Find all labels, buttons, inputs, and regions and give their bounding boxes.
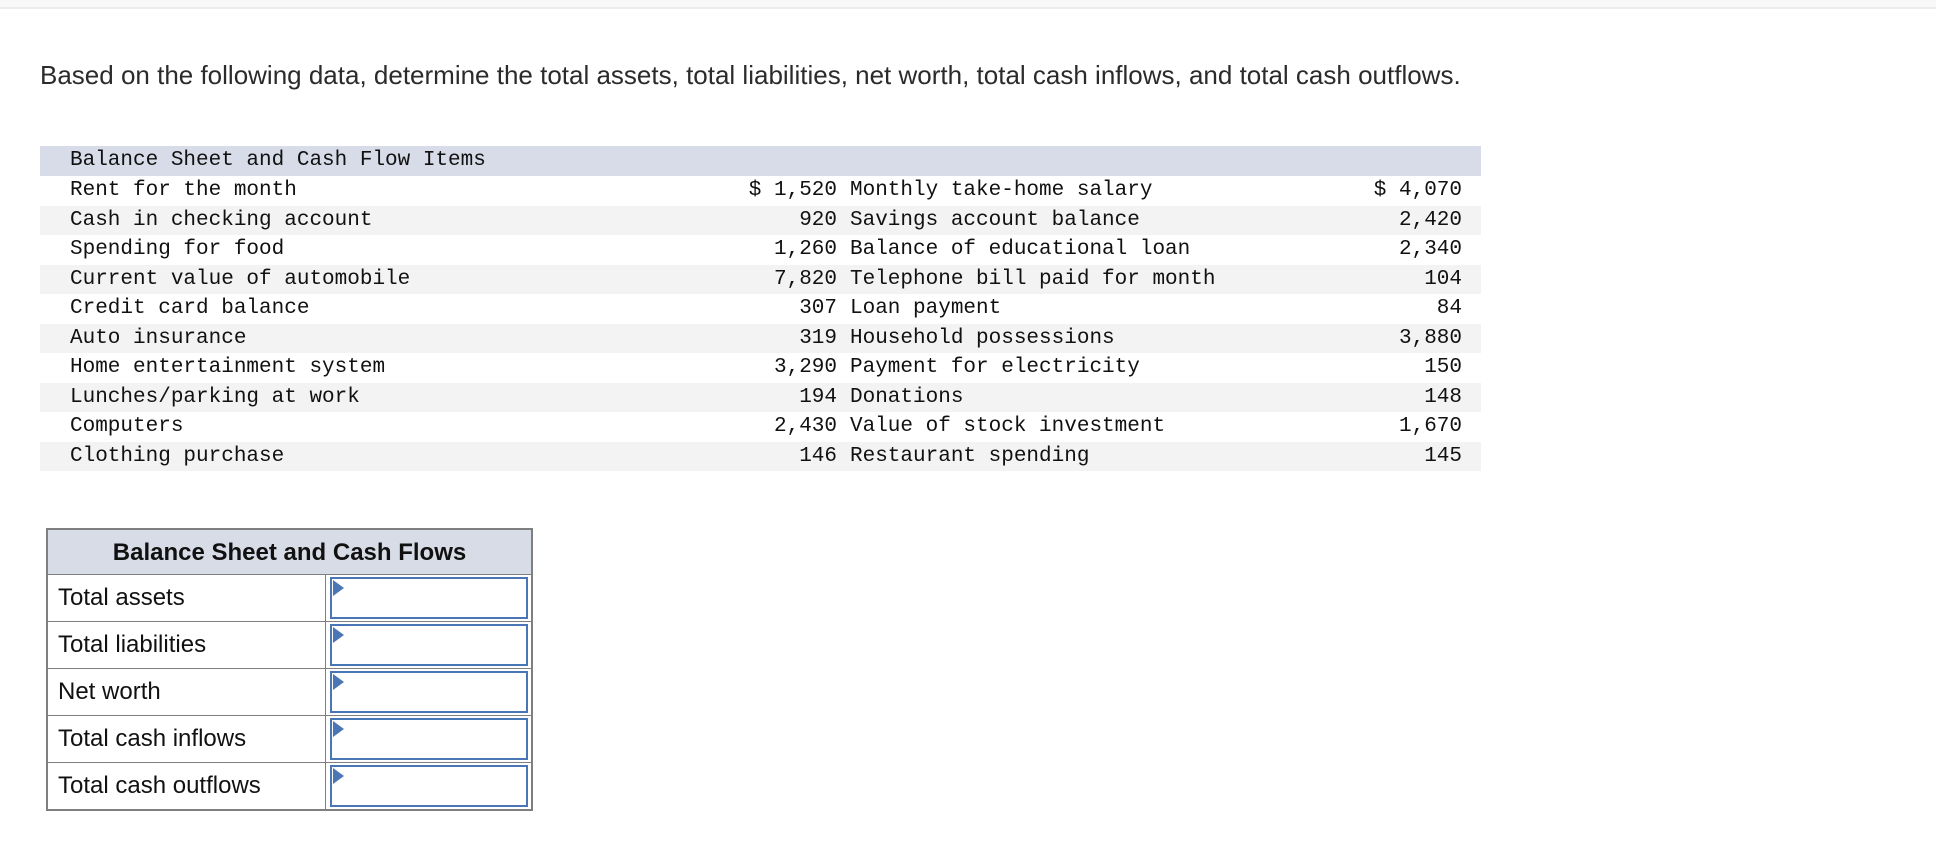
item-value: 7,820: [773, 267, 837, 291]
answer-row-label: Total cash inflows: [48, 716, 326, 762]
table-row: Total assets: [48, 575, 531, 622]
item-label: Donations: [850, 385, 964, 409]
table-row: Cash in checking account 920 Savings accou…: [40, 205, 1481, 235]
balance-sheet-data-table: Balance Sheet and Cash Flow Items Rent f…: [40, 146, 1481, 471]
item-label: Auto insurance: [70, 326, 247, 350]
answer-row-label: Total liabilities: [48, 622, 326, 668]
item-label: Restaurant spending: [850, 444, 1090, 468]
item-label: Payment for electricity: [850, 356, 1140, 379]
item-label: Clothing purchase: [70, 444, 285, 468]
item-value: 2,430: [773, 415, 837, 438]
table-row: Net worth: [48, 669, 531, 716]
item-value: 3,880: [1398, 326, 1462, 350]
table-row: Current value of automobile 7,820 Telephon…: [40, 264, 1481, 294]
table-row: Total cash outflows: [48, 763, 531, 809]
total-cash-outflows-input[interactable]: [330, 765, 528, 807]
item-label: Rent for the month: [70, 179, 297, 202]
table-row: Lunches/parking at work 194 Donations 148: [40, 382, 1481, 412]
item-label: Home entertainment system: [70, 356, 386, 379]
answer-row-label: Total assets: [48, 575, 326, 621]
item-value: 150: [1424, 356, 1462, 379]
item-label: Spending for food: [70, 238, 285, 261]
top-chrome-strip: [0, 0, 1936, 9]
net-worth-input[interactable]: [330, 671, 528, 713]
item-label: Credit card balance: [70, 297, 310, 320]
item-value: $ 1,520: [748, 179, 837, 202]
item-value: 194: [799, 385, 837, 409]
answer-form-table: Balance Sheet and Cash Flows Total asset…: [46, 528, 533, 811]
answer-input-cell: [326, 669, 531, 715]
answer-input-cell: [326, 622, 531, 668]
item-value: 1,260: [773, 238, 837, 261]
item-value: 2,420: [1398, 208, 1462, 232]
table-row: Auto insurance 319 Household possessions 3,…: [40, 323, 1481, 353]
total-assets-input[interactable]: [330, 577, 528, 619]
item-label: Value of stock investment: [850, 415, 1166, 438]
item-value: 319: [799, 326, 837, 350]
table-row: Computers 2,430 Value of stock investment 1…: [40, 412, 1481, 442]
item-value: 307: [799, 297, 837, 320]
item-value: 1,670: [1398, 415, 1462, 438]
item-label: Computers: [70, 415, 184, 438]
item-value: 104: [1424, 267, 1462, 291]
total-liabilities-input[interactable]: [330, 624, 528, 666]
total-cash-inflows-input[interactable]: [330, 718, 528, 760]
item-label: Balance of educational loan: [850, 238, 1191, 261]
item-label: Loan payment: [850, 297, 1002, 320]
item-label: Telephone bill paid for month: [850, 267, 1216, 291]
item-label: Monthly take-home salary: [850, 179, 1153, 202]
item-label: Current value of automobile: [70, 267, 411, 291]
table-row: Total liabilities: [48, 622, 531, 669]
item-label: Household possessions: [850, 326, 1115, 350]
item-value: 84: [1436, 297, 1462, 320]
answer-row-label: Total cash outflows: [48, 763, 326, 809]
data-table-title: Balance Sheet and Cash Flow Items: [40, 146, 1481, 176]
item-value: $ 4,070: [1373, 179, 1462, 202]
item-value: 920: [799, 208, 837, 232]
table-row: Spending for food 1,260 Balance of educati…: [40, 235, 1481, 265]
table-row: Clothing purchase 146 Restaurant spending 1…: [40, 441, 1481, 471]
question-instruction: Based on the following data, determine t…: [40, 60, 1461, 90]
answer-input-cell: [326, 575, 531, 621]
item-label: Lunches/parking at work: [70, 385, 360, 409]
answer-row-label: Net worth: [48, 669, 326, 715]
item-value: 146: [799, 444, 837, 468]
item-value: 3,290: [773, 356, 837, 379]
item-value: 145: [1424, 444, 1462, 468]
item-value: 2,340: [1398, 238, 1462, 261]
table-row: Credit card balance 307 Loan payment 84: [40, 294, 1481, 324]
item-value: 148: [1424, 385, 1462, 409]
table-row: Home entertainment system 3,290 Payment fo…: [40, 353, 1481, 383]
answer-input-cell: [326, 716, 531, 762]
table-row: Rent for the month $ 1,520 Monthly take-ho…: [40, 176, 1481, 206]
table-row: Total cash inflows: [48, 716, 531, 763]
item-label: Cash in checking account: [70, 208, 373, 232]
answer-table-title: Balance Sheet and Cash Flows: [48, 530, 531, 575]
answer-input-cell: [326, 763, 531, 809]
item-label: Savings account balance: [850, 208, 1140, 232]
